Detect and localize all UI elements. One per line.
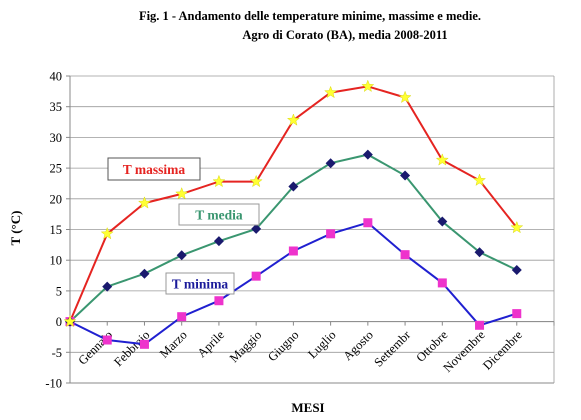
chart-title: Fig. 1 - Andamento delle temperature min… xyxy=(139,9,481,23)
y-tick-label: 15 xyxy=(50,223,63,237)
series-markers xyxy=(63,79,524,349)
y-tick-label: -10 xyxy=(45,377,62,391)
y-axis-label: T (°C) xyxy=(8,211,23,246)
marker-star xyxy=(286,113,300,126)
marker-square xyxy=(400,250,410,260)
marker-star xyxy=(138,196,151,209)
marker-star xyxy=(510,220,524,234)
marker-square xyxy=(475,320,485,330)
marker-square xyxy=(363,218,373,228)
marker-star xyxy=(212,174,226,188)
marker-diamond xyxy=(474,247,485,258)
x-axis-label: MESI xyxy=(291,400,324,415)
series-labels: T massima T media T minima xyxy=(107,157,260,295)
marker-square xyxy=(102,335,112,345)
marker-square xyxy=(326,229,336,239)
marker-square xyxy=(177,312,187,322)
series-line xyxy=(69,221,518,346)
marker-square xyxy=(437,278,447,288)
marker-diamond xyxy=(213,236,224,247)
x-tick-label: Maggio xyxy=(227,328,264,365)
y-tick-label: -5 xyxy=(52,346,62,360)
x-tick-label: Novembre xyxy=(440,328,488,376)
y-tick-label: 25 xyxy=(50,162,63,176)
y-tick-labels: -10 -5 0 5 10 15 20 25 30 35 40 xyxy=(45,70,62,391)
marker-square xyxy=(139,339,149,349)
marker-diamond xyxy=(400,170,411,181)
marker-star xyxy=(398,90,412,103)
marker-star xyxy=(175,187,189,200)
marker-diamond xyxy=(251,223,262,234)
marker-star xyxy=(249,174,263,188)
y-tick-label: 30 xyxy=(50,131,63,145)
marker-diamond xyxy=(139,268,150,279)
y-tick-label: 40 xyxy=(50,70,63,84)
marker-square xyxy=(512,309,522,319)
series-label-box xyxy=(107,157,201,181)
series-label: T massima xyxy=(123,162,186,177)
marker-star xyxy=(361,79,375,92)
marker-square xyxy=(214,296,224,306)
marker-star xyxy=(324,85,338,99)
x-tick-label: Giugno xyxy=(265,328,301,364)
x-tick-label: Marzo xyxy=(157,328,190,361)
marker-diamond xyxy=(511,265,522,276)
y-tick-label: 0 xyxy=(56,315,62,329)
marker-diamond xyxy=(176,250,187,261)
x-tick-label: Luglio xyxy=(305,328,338,361)
series-label-box xyxy=(178,203,260,226)
chart-subtitle: Agro di Corato (BA), media 2008-2011 xyxy=(242,28,447,42)
marker-star xyxy=(473,173,486,186)
marker-star xyxy=(100,227,114,240)
x-tick-label: Dicembre xyxy=(480,328,525,373)
marker-star xyxy=(435,153,449,166)
x-tick-label: Settembr xyxy=(371,327,413,369)
marker-diamond xyxy=(102,281,113,292)
y-tick-label: 20 xyxy=(50,192,63,206)
series-label: T minima xyxy=(172,277,229,292)
series-lines xyxy=(69,85,518,346)
x-tick-label: Agosto xyxy=(341,328,376,363)
axes xyxy=(66,75,555,384)
series-label-box xyxy=(165,272,235,295)
marker-square xyxy=(251,271,261,281)
y-tick-label: 10 xyxy=(50,254,63,268)
y-tick-label: 35 xyxy=(50,100,63,114)
y-tick-label: 5 xyxy=(56,284,62,298)
marker-square xyxy=(288,246,298,256)
x-tick-label: Aprile xyxy=(195,328,228,361)
marker-diamond xyxy=(362,149,373,160)
series-label: T media xyxy=(195,208,243,223)
marker-diamond xyxy=(437,216,448,227)
marker-star xyxy=(63,314,77,328)
marker-diamond xyxy=(288,181,299,192)
marker-diamond xyxy=(325,158,336,169)
